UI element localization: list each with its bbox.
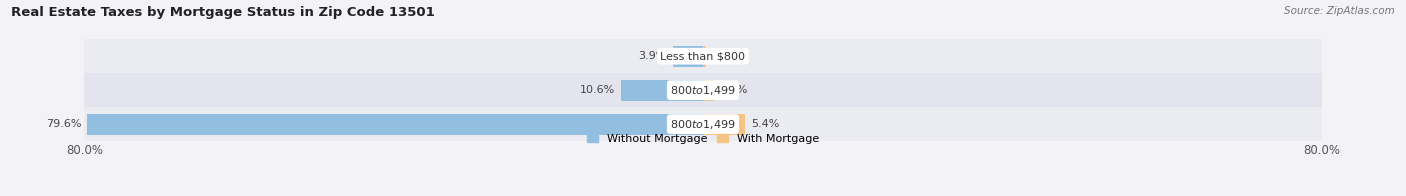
Text: Real Estate Taxes by Mortgage Status in Zip Code 13501: Real Estate Taxes by Mortgage Status in … xyxy=(11,6,434,19)
Text: 3.9%: 3.9% xyxy=(638,51,666,61)
Text: 1.4%: 1.4% xyxy=(720,85,748,95)
Legend: Without Mortgage, With Mortgage: Without Mortgage, With Mortgage xyxy=(588,134,818,144)
Bar xyxy=(84,107,1322,141)
Bar xyxy=(84,39,1322,73)
Text: Less than $800: Less than $800 xyxy=(661,51,745,61)
Text: $800 to $1,499: $800 to $1,499 xyxy=(671,84,735,97)
Text: 79.6%: 79.6% xyxy=(46,119,82,129)
Bar xyxy=(87,114,703,135)
Text: $800 to $1,499: $800 to $1,499 xyxy=(671,118,735,131)
Bar xyxy=(621,80,703,101)
Text: 0.4%: 0.4% xyxy=(713,51,741,61)
Text: 5.4%: 5.4% xyxy=(751,119,779,129)
Bar xyxy=(673,46,703,67)
Bar xyxy=(703,114,745,135)
Text: Source: ZipAtlas.com: Source: ZipAtlas.com xyxy=(1284,6,1395,16)
Text: 10.6%: 10.6% xyxy=(579,85,614,95)
Bar xyxy=(84,73,1322,107)
Bar xyxy=(703,80,714,101)
Bar xyxy=(703,46,706,67)
